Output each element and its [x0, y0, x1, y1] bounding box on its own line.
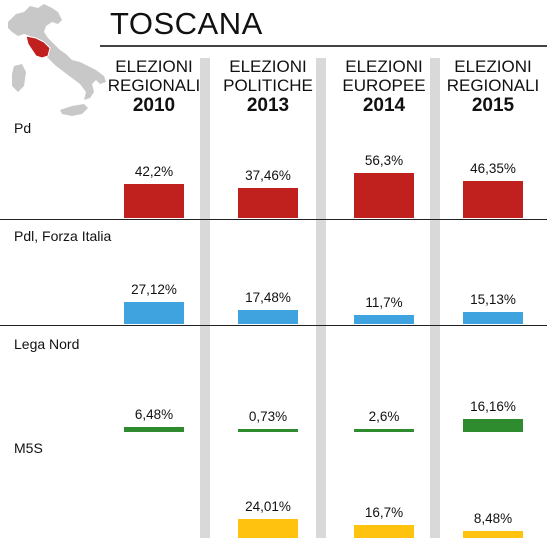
bar [354, 429, 414, 432]
page-title: TOSCANA [110, 6, 263, 41]
data-label: 2,6% [368, 409, 400, 424]
column-year: 2015 [471, 95, 515, 116]
column-label: REGIONALI [107, 76, 201, 95]
party-label: M5S [14, 440, 43, 456]
column-label: ELEZIONI [229, 57, 307, 76]
bar [354, 172, 414, 218]
party-label: Lega Nord [14, 336, 80, 352]
data-label: 24,01% [245, 498, 291, 514]
column-label: ELEZIONI [345, 57, 423, 76]
tuscany-highlight [25, 35, 51, 59]
column-label: REGIONALI [446, 76, 540, 95]
column-header: ELEZIONI REGIONALI 2010 [98, 57, 210, 116]
row-divider [0, 325, 547, 326]
data-label: 56,3% [364, 152, 404, 168]
bar [354, 524, 414, 538]
column-year: 2014 [362, 95, 406, 116]
data-label: 16,7% [364, 504, 404, 520]
bar [238, 310, 298, 324]
bar [463, 531, 523, 538]
bar [238, 429, 298, 432]
party-label: Pd [14, 120, 32, 136]
data-label: 37,46% [245, 168, 291, 184]
column-label: EUROPEE [342, 76, 426, 95]
row-divider [0, 219, 547, 220]
bar [124, 184, 184, 218]
data-label: 15,13% [470, 291, 516, 307]
data-label: 27,12% [131, 282, 177, 298]
bar [238, 518, 298, 538]
column-label: ELEZIONI [454, 57, 532, 76]
column-separator-band [430, 58, 440, 538]
data-label: 8,48% [473, 511, 513, 527]
party-label: Pdl, Forza Italia [14, 228, 112, 244]
bar [124, 426, 184, 432]
data-label: 46,35% [470, 160, 516, 176]
bar [124, 302, 184, 324]
bar [463, 311, 523, 324]
data-label: 42,2% [134, 164, 174, 180]
data-label: 6,48% [134, 406, 174, 422]
column-year: 2010 [132, 95, 176, 116]
italy-map-icon [8, 4, 106, 116]
column-header: ELEZIONI POLITICHE 2013 [212, 57, 324, 116]
bar [238, 188, 298, 218]
column-year: 2013 [246, 95, 290, 116]
bar [463, 419, 523, 432]
column-header: ELEZIONI EUROPEE 2014 [328, 57, 440, 116]
bar [354, 314, 414, 324]
column-separator-band [316, 58, 326, 538]
column-separator-band [200, 58, 210, 538]
sardinia [12, 64, 26, 92]
sicily [60, 104, 88, 116]
column-header: ELEZIONI REGIONALI 2015 [437, 57, 547, 116]
column-label: POLITICHE [223, 76, 313, 95]
bar [463, 180, 523, 218]
data-label: 16,16% [470, 399, 516, 415]
title-underline [100, 45, 547, 47]
column-label: ELEZIONI [115, 57, 193, 76]
italy-mainland [8, 4, 106, 100]
data-label: 17,48% [245, 290, 291, 306]
data-label: 11,7% [365, 294, 403, 310]
data-label: 0,73% [248, 409, 288, 424]
